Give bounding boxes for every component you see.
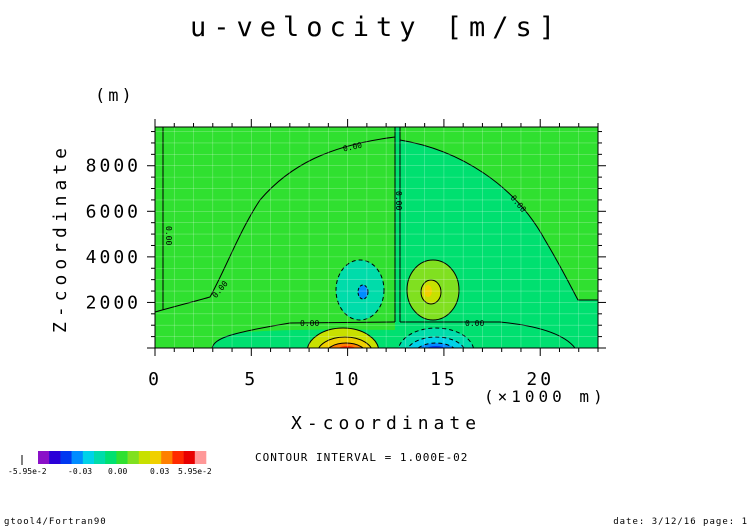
colorbar-swatch [172, 451, 184, 464]
colorbar-swatch [194, 451, 207, 464]
colorbar-label: 0.03 [150, 467, 169, 476]
colorbar-label: 5.95e-2 [178, 467, 212, 476]
x-tick-label: 10 [334, 369, 362, 390]
colorbar-swatch [71, 451, 84, 464]
region-weak-right [400, 127, 598, 300]
contour-plot: 0.00 0.00 0.00 0.00 0.00 0.00 0.00 0 5 10 1… [86, 119, 606, 390]
colorbar-swatch [161, 451, 173, 464]
negative-cell-inner [358, 285, 368, 299]
colorbar-swatch [94, 451, 106, 464]
footer-date-page: date: 3/12/16 page: 1 [613, 517, 748, 527]
surface-min-2 [407, 337, 465, 348]
contour-label-7: 0.00 [465, 319, 484, 328]
x-tick-label: 20 [526, 369, 554, 390]
colorbar-label: -0.03 [68, 467, 92, 476]
contour-label-1: 0.00 [342, 141, 363, 154]
colorbar-swatch [127, 451, 140, 464]
x-tick-label: 15 [430, 369, 458, 390]
x-tick-label: 0 [148, 369, 162, 390]
y-tick-label: 6000 [86, 201, 141, 222]
zero-contour-low-right [400, 321, 576, 348]
region-weak-positive-left [155, 137, 395, 348]
x-axis-label: X-coordinate [291, 413, 482, 434]
y-axis-unit: (m) [95, 86, 135, 106]
contour-label-4: 0.00 [164, 226, 173, 245]
zero-contour-left-dome [155, 136, 396, 313]
zero-contour-low-left [211, 321, 396, 348]
colorbar-swatch [116, 451, 128, 464]
colorbar-label: 0.00 [108, 467, 127, 476]
zero-contour-right-dome [399, 139, 598, 301]
chart-title: u-velocity [m/s] [189, 12, 563, 43]
colorbar-label: -5.95e-2 [8, 467, 47, 476]
colorbar-swatch [82, 451, 95, 464]
contour-label-6: 0.00 [300, 319, 319, 328]
x-axis-unit: (×1000 m) [484, 387, 607, 406]
footer-software: gtool4/Fortran90 [4, 517, 107, 527]
x-tick-label: 5 [244, 369, 258, 390]
contour-label-2: 0.00 [394, 191, 403, 210]
y-tick-label: 4000 [86, 247, 141, 268]
colorbar-swatch [49, 451, 61, 464]
colorbar-swatch [183, 451, 196, 464]
colorbar-swatch [105, 451, 117, 464]
y-tick-label: 8000 [86, 156, 141, 177]
plot-frame [154, 126, 599, 349]
colorbar-swatch [150, 451, 162, 464]
colorbar-swatch [38, 451, 50, 464]
region-weak-left-top [155, 127, 395, 312]
y-tick-label: 2000 [86, 292, 141, 313]
colorbar-swatch [60, 451, 72, 464]
contour-interval-text: CONTOUR INTERVAL = 1.000E-02 [255, 451, 469, 464]
positive-cell-inner [424, 285, 432, 297]
colorbar-swatch [138, 451, 151, 464]
